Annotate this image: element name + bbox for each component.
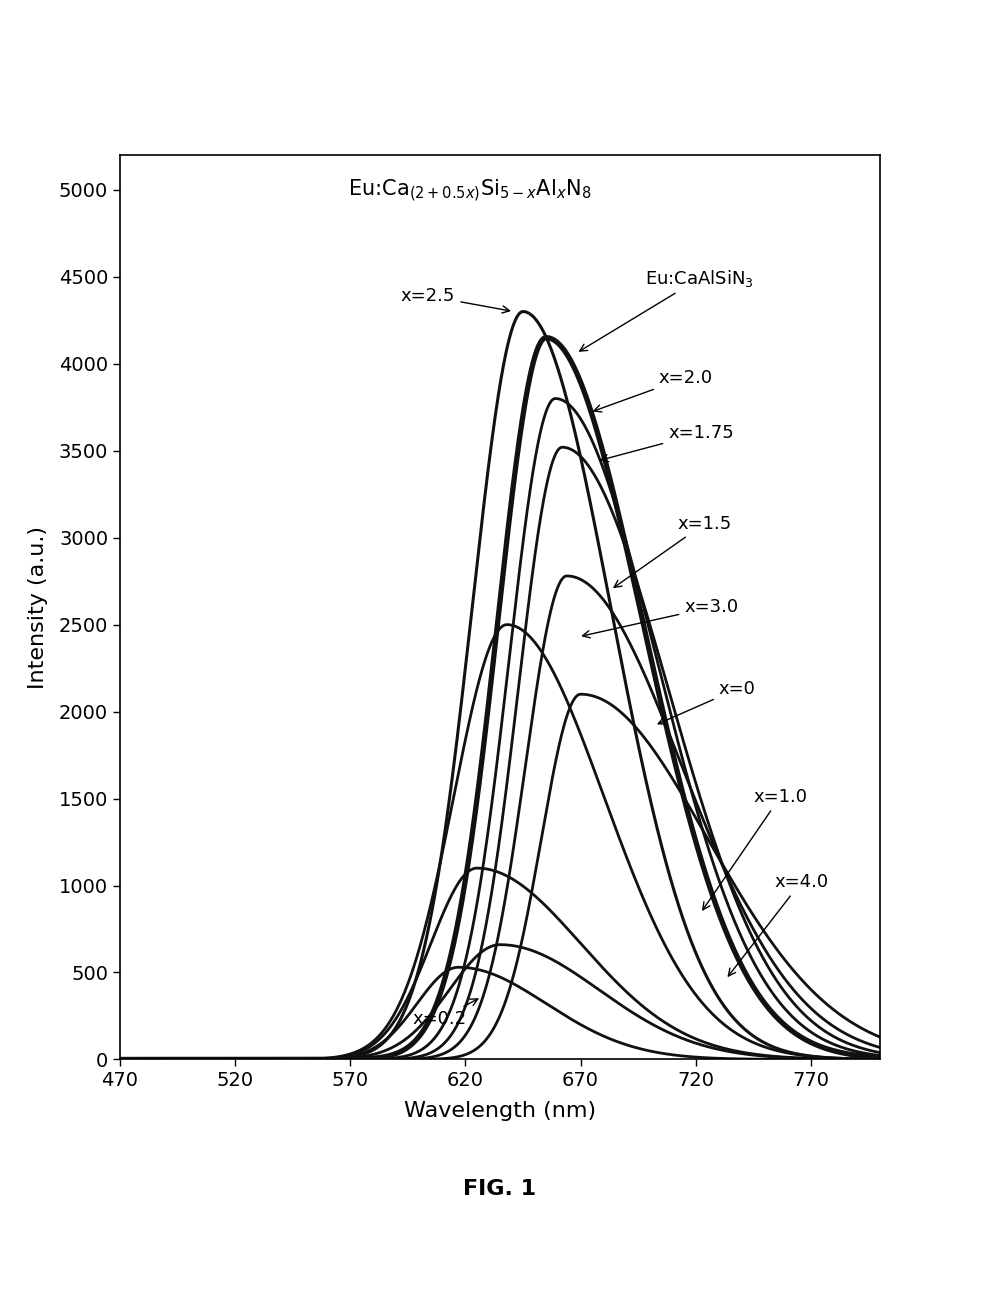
Text: x=0.2: x=0.2 — [412, 999, 478, 1028]
Text: x=3.0: x=3.0 — [583, 598, 738, 638]
Text: Eu:Ca$_{(2+0.5x)}$Si$_{5-x}$Al$_x$N$_8$: Eu:Ca$_{(2+0.5x)}$Si$_{5-x}$Al$_x$N$_8$ — [348, 178, 592, 204]
Text: FIG. 1: FIG. 1 — [463, 1178, 537, 1199]
Text: x=2.5: x=2.5 — [401, 287, 510, 313]
Text: x=1.0: x=1.0 — [703, 788, 807, 910]
Text: x=1.75: x=1.75 — [601, 424, 734, 461]
Text: Eu:CaAlSiN$_3$: Eu:CaAlSiN$_3$ — [580, 267, 754, 351]
Text: x=2.0: x=2.0 — [594, 368, 713, 412]
Y-axis label: Intensity (a.u.): Intensity (a.u.) — [28, 526, 48, 689]
Text: x=0: x=0 — [658, 680, 756, 724]
Text: x=1.5: x=1.5 — [614, 514, 732, 588]
Text: x=4.0: x=4.0 — [728, 873, 828, 975]
X-axis label: Wavelength (nm): Wavelength (nm) — [404, 1101, 596, 1121]
